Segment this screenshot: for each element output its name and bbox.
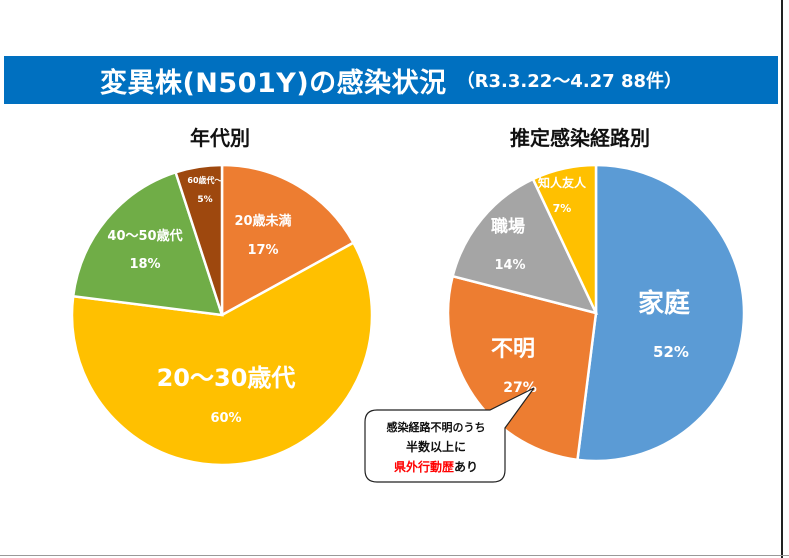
callout-rest: あり <box>454 460 478 474</box>
callout-shape <box>364 387 535 483</box>
title-bar: 変異株(N501Y)の感染状況 （R3.3.22～4.27 88件） <box>4 56 778 104</box>
callout-line-1: 感染経路不明のうち <box>387 420 486 434</box>
age-slice-value-3: 18% <box>129 257 160 272</box>
callout-line-2: 半数以上に <box>406 439 466 454</box>
age-slice-label-1: 20歳未満 <box>234 213 291 229</box>
route-slice-4 <box>531 163 598 314</box>
age-slice-label-3: 40～50歳代 <box>107 228 182 244</box>
age-slice-label-4: 60歳代～ <box>187 175 222 185</box>
route-slice-3 <box>451 177 599 315</box>
age-slice-value-4: 5% <box>197 195 212 205</box>
route-pie <box>446 163 746 463</box>
age-slice-3 <box>71 170 224 317</box>
route-slice-value-2: 27% <box>503 380 537 396</box>
route-slice-label-3: 職場 <box>491 216 525 237</box>
age-slice-4 <box>174 163 224 316</box>
page-subtitle: （R3.3.22～4.27 88件） <box>456 71 683 92</box>
callout-bubble: 県外行動歴あり <box>364 387 535 483</box>
age-pie <box>70 163 374 467</box>
page-title: 変異株(N501Y)の感染状況 <box>99 67 447 99</box>
route-slice-label-2: 不明 <box>491 337 535 362</box>
callout-highlight: 県外行動歴 <box>394 459 454 474</box>
route-slice-2 <box>446 274 598 462</box>
route-chart-title: 推定感染経路別 <box>510 126 650 150</box>
age-slice-value-2: 60% <box>210 411 241 426</box>
route-slice-1 <box>576 163 746 463</box>
route-slice-value-3: 14% <box>494 258 525 273</box>
frame-border-right <box>781 0 783 558</box>
frame-border-bottom <box>0 555 789 556</box>
age-slice-label-2: 20～30歳代 <box>157 364 296 392</box>
route-slice-value-1: 52% <box>653 343 689 361</box>
route-slice-value-4: 7% <box>553 202 572 215</box>
callout-line-3: 県外行動歴あり <box>394 459 478 474</box>
age-slice-2 <box>70 241 374 467</box>
route-slice-label-1: 家庭 <box>638 288 690 319</box>
route-slice-label-4: 知人友人 <box>537 175 587 190</box>
age-slice-value-1: 17% <box>247 243 278 258</box>
age-chart-title: 年代別 <box>190 126 250 150</box>
age-slice-1 <box>220 163 356 318</box>
